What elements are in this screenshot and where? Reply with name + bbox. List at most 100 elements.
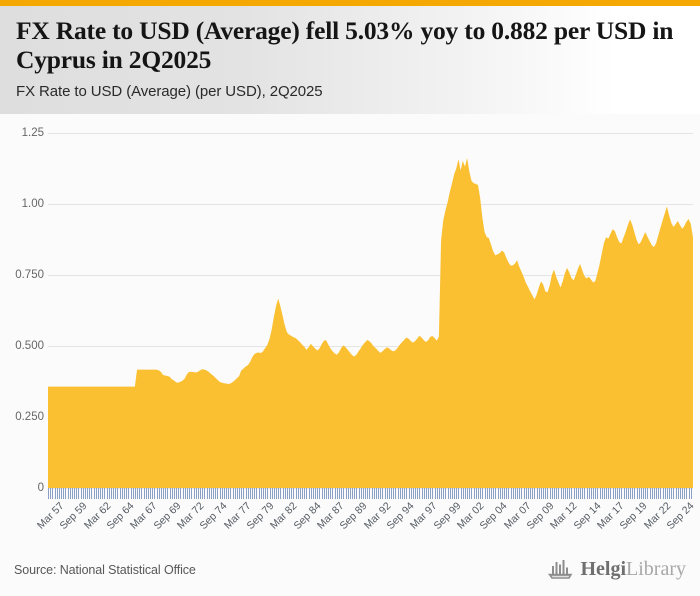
x-tick-mark [306,488,308,499]
x-tick-mark [621,488,623,499]
x-tick-mark [534,488,536,499]
x-tick-mark [304,488,306,499]
x-tick-mark [514,488,516,499]
x-tick-mark [291,488,293,499]
x-tick-mark [434,488,436,499]
x-tick-mark [417,488,419,499]
x-tick-mark [173,488,175,499]
x-tick-mark [82,488,84,499]
x-tick-mark [312,488,314,499]
x-tick-mark [87,488,89,499]
x-tick-mark [180,488,182,499]
x-tick-mark [384,488,386,499]
x-tick-mark [124,488,125,499]
x-tick-mark [126,488,128,499]
x-tick-mark [217,488,219,499]
x-tick-mark [438,488,440,499]
x-tick-mark [456,488,458,499]
y-axis-labels: 1.25 1.00 0.750 0.500 0.250 0 [0,127,44,494]
x-tick-mark [562,488,564,499]
x-tick-mark [343,488,345,499]
x-tick-mark [640,488,642,499]
x-tick-mark [425,488,427,499]
x-tick-mark [263,488,264,499]
x-tick-mark [473,488,475,499]
x-tick-mark [495,488,497,499]
x-tick-mark [91,488,93,499]
x-tick-mark [156,488,158,499]
x-tick-mark [362,488,364,499]
x-tick-mark [141,488,143,499]
x-tick-mark [666,488,668,499]
x-tick-mark [369,488,371,499]
x-tick-mark [200,488,202,499]
x-tick-mark [525,488,527,499]
x-tick-mark [230,488,232,499]
x-tick-mark [308,488,310,499]
x-tick-mark [150,488,152,499]
x-tick-mark [321,488,323,499]
x-tick-mark [551,488,553,499]
x-tick-mark [373,488,375,499]
x-tick-mark [582,488,584,499]
x-tick-mark [167,488,169,499]
x-tick-mark [102,488,104,499]
x-tick-mark [328,488,330,499]
x-axis-labels: Mar 57 Sep 59 Mar 62 Sep 64 Mar 67 Sep 69 Mar … [35,500,700,548]
x-tick-mark [158,488,160,499]
x-tick-mark [595,488,597,499]
x-tick-mark [169,488,171,499]
x-tick-mark [276,488,278,499]
x-tick-mark [386,488,388,499]
x-tick-mark [293,488,295,499]
x-tick-mark [590,488,592,499]
x-tick-mark [256,488,258,499]
logo-text-helgi: Helgi [580,558,627,580]
x-tick-mark [113,488,115,499]
x-tick-mark [315,488,317,499]
x-tick-mark [523,488,525,499]
x-tick-mark [608,488,610,499]
x-tick-mark [286,488,288,499]
x-tick-mark [349,488,351,499]
x-tick-mark [56,488,58,499]
x-tick-mark [517,488,519,499]
plot-area [48,133,693,489]
helgi-library-logo[interactable]: HelgiLibrary [548,558,686,580]
x-tick-mark [662,488,664,499]
x-tick-mark [269,488,271,499]
x-tick-mark [354,488,356,499]
x-tick-mark [653,488,655,499]
x-tick-mark [616,488,618,499]
x-tick-mark [432,488,434,499]
x-tick-mark [423,488,425,499]
x-tick-mark [436,488,438,499]
x-tick-mark [367,488,369,499]
x-tick-mark [391,488,393,499]
x-tick-mark [352,488,354,499]
x-tick-mark [612,488,614,499]
x-tick-mark [121,488,123,499]
x-tick-mark [76,488,78,499]
x-tick-mark [260,488,262,499]
x-tick-mark [688,488,690,499]
x-tick-mark [658,488,660,499]
x-tick-mark [567,488,569,499]
x-tick-mark [63,488,65,499]
x-tick-mark [538,488,540,499]
x-tick-mark [501,488,503,499]
x-tick-mark [482,488,484,499]
x-tick-mark [258,488,260,499]
x-tick-mark [588,488,590,499]
x-tick-mark [204,488,206,499]
x-tick-mark [252,488,254,499]
x-tick-mark [323,488,325,499]
x-tick-mark [556,488,558,499]
x-tick-mark [571,488,573,499]
x-tick-mark [97,488,99,499]
x-tick-mark [645,488,647,499]
y-axis-tick-label: 1.00 [21,198,44,210]
x-tick-mark [234,488,236,499]
x-tick-mark [232,488,234,499]
x-tick-mark [684,488,686,499]
